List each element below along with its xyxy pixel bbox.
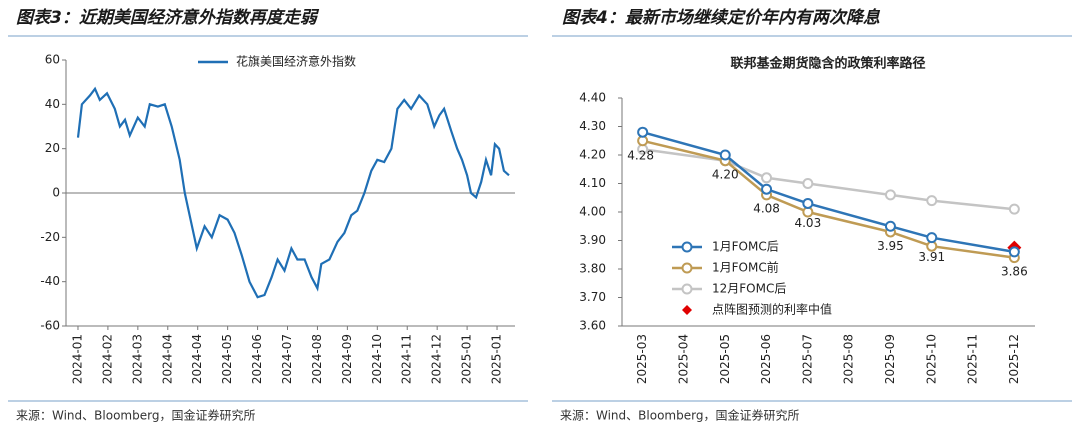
legend-label: 12月FOMC后 xyxy=(712,282,786,296)
x-tick-label: 2024-09 xyxy=(340,334,354,384)
chart-subtitle: 联邦基金期货隐含的政策利率路径 xyxy=(730,56,925,72)
x-tick-label: 2025-03 xyxy=(635,334,649,384)
x-tick-label: 2025-04 xyxy=(676,334,690,384)
source: 来源：Wind、Bloomberg，国金证券研究所 xyxy=(560,408,799,423)
point xyxy=(1008,246,1020,258)
x-tick-label: 2024-11 xyxy=(400,334,414,384)
x-tick-label: 2024-07 xyxy=(280,334,294,384)
x-tick-label: 2025-11 xyxy=(966,334,980,384)
x-tick-label: 2024-04 xyxy=(190,334,204,384)
point xyxy=(761,172,773,184)
series-line xyxy=(642,148,1015,211)
point xyxy=(926,232,938,244)
y-tick-label: 4.20 xyxy=(579,148,606,162)
x-tick-label: 2024-03 xyxy=(130,334,144,384)
x-tick-label: 2025-01 xyxy=(460,334,474,384)
y-tick-label: 3.90 xyxy=(579,233,606,247)
point xyxy=(637,126,649,138)
x-tick-label: 2024-01 xyxy=(70,334,84,384)
data-label: 4.28 xyxy=(627,149,654,163)
y-tick-label: 4.00 xyxy=(579,205,606,219)
y-tick-label: 4.40 xyxy=(579,91,606,105)
point xyxy=(884,220,896,232)
source: 来源：Wind、Bloomberg，国金证券研究所 xyxy=(16,408,255,423)
legend-marker xyxy=(681,241,693,253)
chart-title: 图表4：最新市场继续定价年内有两次降息 xyxy=(562,8,881,28)
point xyxy=(926,195,938,207)
data-label: 4.20 xyxy=(712,168,739,182)
data-label: 4.03 xyxy=(794,216,821,230)
legend-label: 1月FOMC前 xyxy=(712,260,779,275)
x-tick-label: 2025-06 xyxy=(759,334,773,384)
x-tick-label: 2025-08 xyxy=(842,334,856,384)
x-tick-label: 2025-01 xyxy=(490,334,504,384)
x-tick-label: 2024-12 xyxy=(430,334,444,384)
legend-marker xyxy=(681,283,693,295)
x-tick-label: 2025-10 xyxy=(924,334,938,384)
point xyxy=(802,178,814,189)
y-tick-label: 4.10 xyxy=(579,176,606,190)
y-tick-label: -20 xyxy=(40,230,60,244)
x-tick-label: 2025-12 xyxy=(1007,334,1021,384)
x-tick-label: 2024-05 xyxy=(220,334,234,384)
data-label: 3.86 xyxy=(1001,264,1028,278)
legend-label: 1月FOMC后 xyxy=(712,240,779,254)
x-tick-label: 2025-09 xyxy=(883,334,897,384)
x-tick-label: 2024-06 xyxy=(250,334,264,384)
series-line xyxy=(76,86,510,299)
point xyxy=(761,183,773,195)
point xyxy=(719,149,731,161)
y-tick-label: 3.70 xyxy=(579,290,606,304)
y-tick-label: 4.30 xyxy=(579,119,606,133)
y-tick-label: 20 xyxy=(45,141,60,155)
data-label: 4.08 xyxy=(753,202,780,216)
y-tick-label: 3.60 xyxy=(579,319,606,333)
point xyxy=(884,189,896,201)
point xyxy=(1008,203,1020,215)
x-tick-label: 2024-02 xyxy=(100,334,114,384)
point xyxy=(802,197,814,209)
data-label: 3.91 xyxy=(918,250,945,264)
x-tick-label: 2024-10 xyxy=(370,334,384,384)
series-line xyxy=(642,130,1015,254)
x-tick-label: 2024-04 xyxy=(160,334,174,384)
legend-marker xyxy=(681,262,693,274)
x-tick-label: 2024-08 xyxy=(310,334,324,384)
series-line xyxy=(642,139,1015,259)
y-tick-label: 0 xyxy=(52,186,60,200)
legend-label: 点阵图预测的利率中值 xyxy=(712,302,832,317)
y-tick-label: 3.80 xyxy=(579,262,606,276)
legend-label: 花旗美国经济意外指数 xyxy=(236,54,356,69)
y-tick-label: 40 xyxy=(45,97,60,111)
y-tick-label: -60 xyxy=(40,319,60,333)
y-tick-label: 60 xyxy=(45,53,60,67)
legend-marker xyxy=(682,305,692,315)
data-label: 3.95 xyxy=(877,239,904,253)
x-tick-label: 2025-05 xyxy=(718,334,732,384)
x-tick-label: 2025-07 xyxy=(800,334,814,384)
chart-title: 图表3：近期美国经济意外指数再度走弱 xyxy=(16,8,320,28)
y-tick-label: -40 xyxy=(40,274,60,288)
